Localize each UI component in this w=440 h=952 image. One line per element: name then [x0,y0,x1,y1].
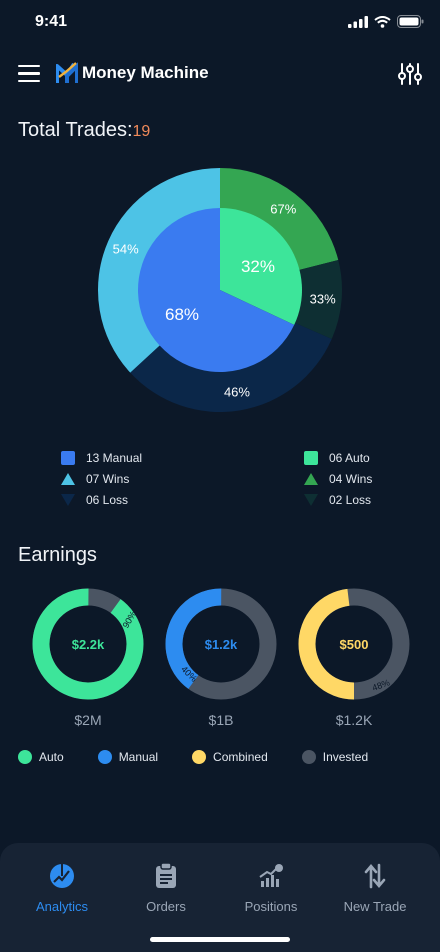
legend-left-label: 07 Wins [86,471,130,486]
tab-analytics[interactable]: Analytics [7,861,117,914]
legend-right-item-0: 06 Auto [303,447,372,468]
sliders-icon[interactable] [398,62,422,86]
outer-slice-label-1: 33% [310,292,336,307]
ring-center-value: $2.2k [72,637,105,652]
triangle-up-icon [304,472,318,485]
legend-right-item-2: 02 Loss [303,489,372,510]
ring-progress-arc [298,588,410,700]
square-icon [61,450,75,465]
triangle-down-icon [304,493,318,506]
tab-positions-label: Positions [244,899,298,914]
legend-left-label: 06 Loss [86,492,129,507]
legend-left-item-2: 06 Loss [60,489,142,510]
dot-icon [18,750,32,764]
dot-icon [97,750,112,764]
outer-slice-label-0: 67% [270,202,296,217]
growth-chart-icon [259,864,283,887]
money-machine-logo [56,62,78,83]
cellular-signal-icon [348,15,368,28]
outer-slice-2 [130,322,332,412]
earnings-legend-item-3: Invested [301,750,369,764]
ring-center-value: $1.2k [205,637,238,652]
dot-icon [301,750,316,764]
ring-subtitle: $2M [74,712,102,728]
inner-slice-label-0: 68% [165,305,199,324]
legend-left-item-0: 13 Manual [60,447,142,468]
earnings-legend-label: Combined [213,750,268,764]
legend-right-label: 02 Loss [329,492,372,507]
bottom-tab-bar: Analytics Orders Positions [0,843,440,952]
earnings-legend-label: Auto [39,750,64,764]
triangle-up-icon [61,472,75,485]
inner-slice-0 [138,208,295,372]
swap-arrows-icon [364,863,386,889]
clipboard-icon [156,863,176,888]
earnings-title: Earnings [18,544,97,566]
legend-left-label: 13 Manual [86,450,143,465]
home-indicator [150,937,290,942]
outer-slice-3 [97,168,220,373]
tab-analytics-label: Analytics [35,899,89,914]
ring-subtitle: $1B [208,712,234,728]
earnings-legend-label: Invested [322,750,369,764]
legend-right-item-1: 04 Wins [303,468,372,489]
ring-subtitle: $1.2K [335,712,373,728]
earnings-legend-item-0: Auto [18,750,64,764]
inner-slice-label-1: 32% [241,257,275,276]
total-trades-label: Total Trades: [18,119,133,141]
inner-slice-1 [220,208,302,325]
status-time: 9:41 [35,13,68,30]
tab-orders[interactable]: Orders [111,861,221,914]
app-header: Money Machine [0,52,440,96]
tab-orders-label: Orders [146,899,186,914]
legend-manual: 13 Manual 07 Wins 06 Loss [60,447,142,510]
legend-right-label: 06 Auto [329,450,370,465]
outer-slice-label-3: 54% [113,242,139,257]
tab-new-trade[interactable]: New Trade [320,861,430,914]
dot-icon [192,750,207,764]
outer-slice-1 [293,260,342,340]
analytics-icon [50,864,74,888]
legend-left-item-1: 07 Wins [60,468,142,489]
battery-icon [397,15,424,28]
status-icons [348,15,424,28]
legend-auto: 06 Auto 04 Wins 02 Loss [303,447,372,510]
earnings-legend-item-1: Manual [97,750,159,764]
tab-new-trade-label: New Trade [343,899,407,914]
app-title: Money Machine [82,63,209,82]
tab-positions[interactable]: Positions [216,861,326,914]
hamburger-icon[interactable] [18,65,40,83]
earnings-legend: Auto Manual Combined Invested [18,750,402,764]
earnings-legend-label: Manual [118,750,159,764]
total-trades-title: Total Trades:19 [18,119,150,142]
total-trades-count: 19 [132,123,151,140]
legend-right-label: 04 Wins [329,471,373,486]
earnings-legend-item-2: Combined [192,750,268,764]
ring-center-value: $500 [340,637,369,652]
wifi-icon [374,15,391,28]
triangle-down-icon [61,493,75,506]
trades-pie-chart: 67% 33% 46% 54% 32% 68% [97,168,342,412]
outer-slice-0 [220,168,339,271]
status-bar: 9:41 [0,0,440,44]
outer-slice-label-2: 46% [224,385,250,400]
square-icon [304,450,318,465]
